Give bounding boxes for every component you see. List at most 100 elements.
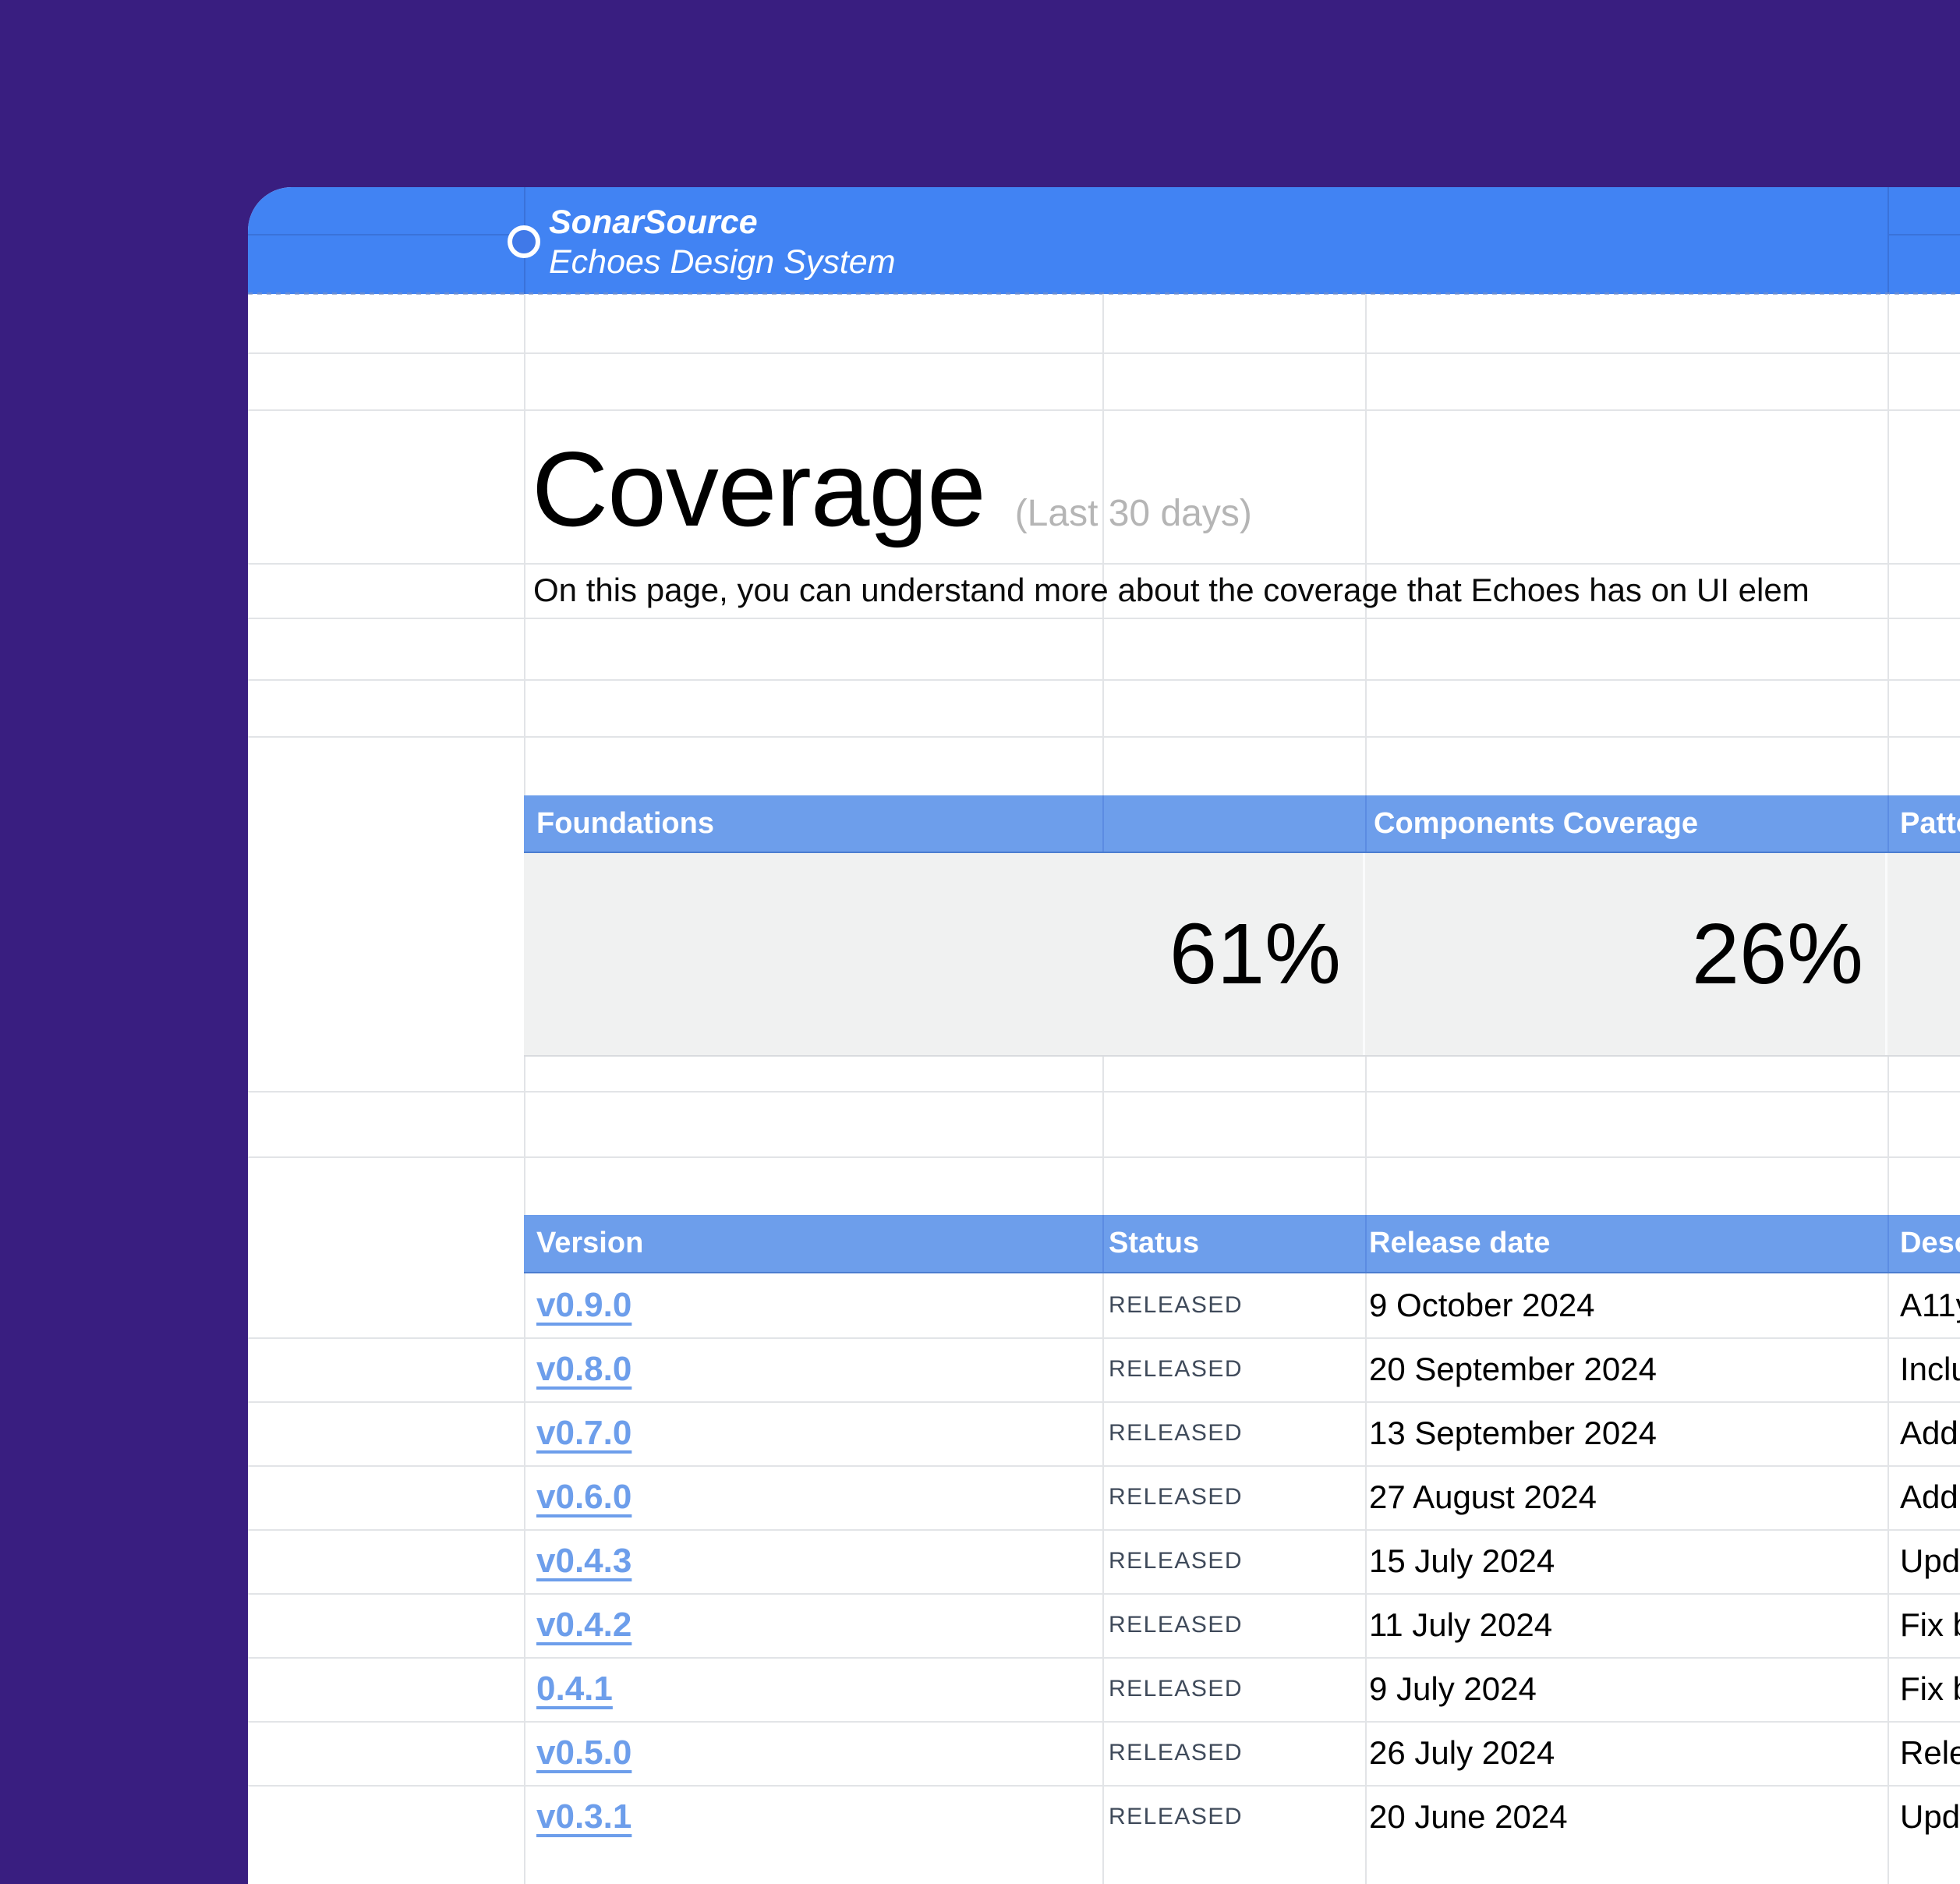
release-date-value: 26 July 2024: [1369, 1734, 1555, 1771]
banner-gridline-horizontal-right: [1887, 234, 1960, 236]
column-gridline: [1365, 294, 1367, 1884]
status-value: RELEASED: [1109, 1804, 1244, 1829]
sheet-banner: SonarSource Echoes Design System: [248, 187, 1960, 294]
row-gridline: [248, 1156, 1960, 1158]
version-link[interactable]: v0.5.0: [536, 1733, 632, 1772]
row-gridline: [248, 679, 1960, 681]
table-row: v0.6.0 RELEASED 27 August 2024 Add: [524, 1465, 1960, 1529]
page-title: Coverage: [532, 430, 986, 548]
table-row: v0.4.2 RELEASED 11 July 2024 Fix b: [524, 1593, 1960, 1657]
table-row: v0.3.1 RELEASED 20 June 2024 Upd: [524, 1785, 1960, 1849]
header-cell-divider: [1102, 795, 1104, 852]
status-value: RELEASED: [1109, 1420, 1244, 1446]
frozen-row-divider: [248, 292, 1960, 295]
column-gridline: [1102, 294, 1104, 1884]
header-cell-divider: [1887, 1215, 1889, 1272]
status-value: RELEASED: [1109, 1612, 1244, 1638]
description-value: Add: [1900, 1479, 1958, 1515]
components-value-cell[interactable]: 26%: [1365, 853, 1887, 1055]
embedded-sheet-card: SonarSource Echoes Design System Coverag…: [248, 187, 1960, 1884]
header-version: Version: [536, 1227, 644, 1259]
description-value: Fix b: [1900, 1606, 1960, 1643]
row-gridline: [248, 409, 1960, 411]
version-link[interactable]: v0.4.3: [536, 1542, 632, 1580]
row-gridline: [248, 1721, 1960, 1723]
cell-anchor-handle[interactable]: [508, 225, 540, 258]
description-value: Inclu: [1900, 1351, 1960, 1387]
description-value: Upd: [1900, 1542, 1960, 1579]
page-title-suffix: (Last 30 days): [1014, 493, 1252, 534]
brand-name: SonarSource: [549, 204, 758, 241]
coverage-table-header: Foundations Components Coverage Patterns: [524, 795, 1960, 853]
status-value: RELEASED: [1109, 1356, 1244, 1382]
description-value: Fix b: [1900, 1670, 1960, 1707]
row-gridline: [248, 563, 1960, 565]
description-value: Relea: [1900, 1734, 1960, 1771]
table-row: v0.4.3 RELEASED 15 July 2024 Upd: [524, 1529, 1960, 1593]
row-gridline: [248, 352, 1960, 354]
status-value: RELEASED: [1109, 1676, 1244, 1702]
brand-product-name: Echoes Design System: [549, 243, 896, 281]
description-value: Add: [1900, 1415, 1958, 1451]
header-description: Description: [1900, 1227, 1960, 1259]
header-cell-divider: [1102, 1215, 1104, 1272]
version-link[interactable]: v0.9.0: [536, 1286, 632, 1324]
release-date-value: 9 July 2024: [1369, 1670, 1537, 1707]
table-row: v0.7.0 RELEASED 13 September 2024 Add: [524, 1401, 1960, 1465]
components-percentage: 26%: [1691, 906, 1863, 1002]
header-patterns: Patterns: [1900, 807, 1960, 840]
description-value: Upd: [1900, 1798, 1960, 1835]
header-components-coverage: Components Coverage: [1374, 807, 1698, 840]
page-description: On this page, you can understand more ab…: [533, 572, 1810, 608]
version-link[interactable]: v0.8.0: [536, 1350, 632, 1388]
row-gridline: [248, 1593, 1960, 1595]
column-gridline: [1887, 294, 1889, 1884]
release-date-value: 15 July 2024: [1369, 1542, 1555, 1579]
foundations-value-cell[interactable]: 61%: [524, 853, 1365, 1055]
row-gridline: [248, 1785, 1960, 1787]
row-gridline: [248, 1401, 1960, 1403]
release-date-value: 9 October 2024: [1369, 1287, 1595, 1323]
header-foundations: Foundations: [536, 807, 714, 840]
header-cell-divider: [1887, 795, 1889, 852]
row-gridline: [248, 1657, 1960, 1659]
version-link[interactable]: v0.7.0: [536, 1414, 632, 1452]
row-gridline: [248, 1529, 1960, 1531]
coverage-values-row: 61% 26%: [524, 853, 1960, 1057]
release-date-value: 11 July 2024: [1369, 1606, 1553, 1643]
row-gridline: [248, 1465, 1960, 1467]
table-row: v0.5.0 RELEASED 26 July 2024 Relea: [524, 1721, 1960, 1785]
header-status: Status: [1109, 1227, 1200, 1259]
column-gridline: [524, 294, 525, 1884]
version-link[interactable]: v0.3.1: [536, 1797, 632, 1836]
header-cell-divider: [1365, 795, 1367, 852]
version-link[interactable]: v0.6.0: [536, 1478, 632, 1516]
release-date-value: 20 September 2024: [1369, 1351, 1657, 1387]
release-date-value: 20 June 2024: [1369, 1798, 1568, 1835]
banner-gridline-vertical-right: [1887, 187, 1889, 294]
row-gridline: [248, 1091, 1960, 1093]
foundations-percentage: 61%: [1169, 906, 1341, 1002]
release-date-value: 27 August 2024: [1369, 1479, 1597, 1515]
version-link[interactable]: 0.4.1: [536, 1670, 613, 1708]
releases-table-header: Version Status Release date Description: [524, 1215, 1960, 1273]
status-value: RELEASED: [1109, 1484, 1244, 1510]
row-gridline: [248, 736, 1960, 738]
page-title-row: Coverage (Last 30 days): [532, 434, 1252, 545]
version-link[interactable]: v0.4.2: [536, 1606, 632, 1644]
patterns-value-cell[interactable]: [1887, 853, 1960, 1055]
status-value: RELEASED: [1109, 1740, 1244, 1765]
header-cell-divider: [1365, 1215, 1367, 1272]
table-row: v0.8.0 RELEASED 20 September 2024 Inclu: [524, 1337, 1960, 1401]
desktop-background: { "theme": { "background_purple": "#391e…: [248, 187, 1960, 1884]
header-release-date: Release date: [1369, 1227, 1551, 1259]
banner-gridline-horizontal-left: [248, 234, 524, 236]
releases-table-body: v0.9.0 RELEASED 9 October 2024 A11y v0.8…: [524, 1273, 1960, 1849]
brand-block: SonarSource Echoes Design System: [549, 203, 896, 282]
row-gridline: [248, 618, 1960, 619]
description-value: A11y: [1900, 1287, 1960, 1323]
status-value: RELEASED: [1109, 1548, 1244, 1574]
row-gridline: [248, 1337, 1960, 1339]
table-row: v0.9.0 RELEASED 9 October 2024 A11y: [524, 1273, 1960, 1337]
table-row: 0.4.1 RELEASED 9 July 2024 Fix b: [524, 1657, 1960, 1721]
